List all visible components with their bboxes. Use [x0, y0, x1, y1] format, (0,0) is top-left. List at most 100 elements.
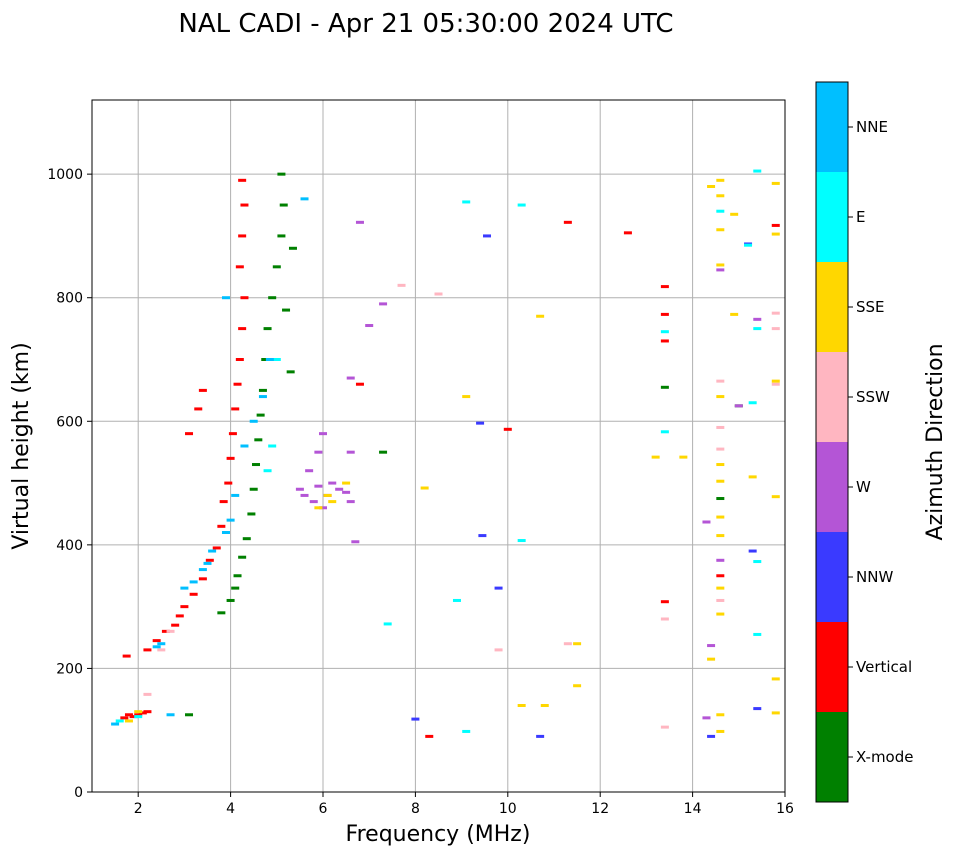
data-point: [263, 469, 272, 473]
data-point: [319, 506, 327, 510]
data-point: [536, 314, 545, 318]
data-point: [462, 395, 471, 399]
data-point: [660, 725, 669, 729]
data-point: [411, 717, 420, 721]
data-point: [189, 592, 198, 596]
data-point: [716, 479, 725, 483]
data-point: [716, 586, 725, 590]
data-point: [134, 715, 143, 719]
data-point: [748, 401, 757, 405]
colorbar-tick-label: E: [856, 208, 865, 226]
data-point: [238, 234, 247, 238]
data-point: [242, 537, 251, 541]
grid-lines: [92, 100, 786, 793]
data-point: [346, 500, 355, 504]
data-point: [258, 395, 267, 399]
data-point: [355, 220, 364, 224]
x-tick-label: 2: [134, 801, 143, 817]
data-point: [716, 534, 725, 538]
data-point: [660, 312, 669, 316]
data-point: [300, 197, 309, 201]
x-tick-label: 8: [411, 801, 420, 817]
data-point: [660, 339, 669, 343]
y-tick-label: 1000: [47, 167, 83, 183]
x-tick-label: 10: [499, 801, 517, 817]
y-axis-ticks: 0 200 400 600 800 1000: [47, 167, 92, 801]
series-nne: [111, 197, 309, 726]
colorbar-segment: [816, 352, 848, 442]
data-point: [716, 395, 725, 399]
data-point: [309, 500, 318, 504]
data-point: [111, 722, 120, 726]
y-tick-label: 200: [56, 661, 83, 677]
x-tick-label: 12: [591, 801, 609, 817]
data-point: [226, 598, 235, 602]
data-point: [771, 311, 780, 315]
data-point: [198, 577, 207, 581]
data-point: [716, 598, 725, 602]
series-sse: [124, 178, 780, 733]
x-tick-label: 4: [226, 801, 235, 817]
data-point: [238, 178, 247, 182]
data-point: [753, 327, 762, 331]
data-point: [323, 493, 332, 497]
data-points: [111, 169, 780, 738]
data-point: [536, 734, 545, 738]
series-vertical: [120, 178, 780, 738]
data-point: [716, 178, 725, 182]
x-tick-label: 16: [776, 801, 794, 817]
data-point: [573, 684, 582, 688]
colorbar-segment: [816, 622, 848, 712]
data-point: [240, 296, 249, 300]
data-point: [771, 232, 780, 236]
data-point: [707, 644, 716, 648]
data-point: [771, 677, 780, 681]
data-point: [185, 713, 194, 717]
data-point: [753, 632, 762, 636]
colorbar-segment: [816, 532, 848, 622]
data-point: [268, 444, 277, 448]
data-point: [166, 629, 175, 633]
data-point: [707, 185, 716, 188]
data-point: [212, 546, 221, 550]
data-point: [379, 302, 388, 306]
data-point: [660, 600, 669, 604]
data-point: [716, 497, 725, 501]
data-point: [771, 327, 780, 331]
data-point: [143, 710, 152, 714]
data-point: [660, 330, 669, 334]
data-point: [660, 385, 669, 389]
data-point: [753, 317, 762, 321]
colorbar-tick-label: NNW: [856, 568, 893, 586]
y-tick-label: 600: [56, 414, 83, 430]
data-point: [263, 327, 272, 331]
data-point: [563, 642, 572, 646]
data-point: [660, 617, 669, 621]
data-point: [240, 444, 249, 448]
data-point: [288, 246, 297, 250]
data-point: [157, 648, 166, 652]
data-point: [702, 716, 711, 720]
data-point: [716, 379, 725, 383]
data-point: [355, 382, 364, 386]
data-point: [272, 358, 281, 361]
data-point: [734, 404, 743, 408]
data-point: [120, 716, 129, 720]
colorbar-segment: [816, 172, 848, 262]
y-tick-label: 0: [74, 785, 83, 801]
data-point: [771, 379, 780, 383]
data-point: [231, 493, 240, 497]
data-point: [286, 370, 295, 374]
colorbar-tick-label: X-mode: [856, 748, 913, 766]
data-point: [716, 263, 725, 267]
data-point: [233, 382, 242, 386]
data-point: [748, 475, 757, 479]
data-point: [573, 642, 582, 646]
data-point: [730, 212, 739, 216]
data-point: [228, 432, 237, 436]
data-point: [208, 549, 217, 553]
data-point: [563, 220, 572, 224]
data-point: [124, 713, 133, 717]
data-point: [651, 455, 660, 459]
x-axis-label: Frequency (MHz): [346, 822, 531, 847]
